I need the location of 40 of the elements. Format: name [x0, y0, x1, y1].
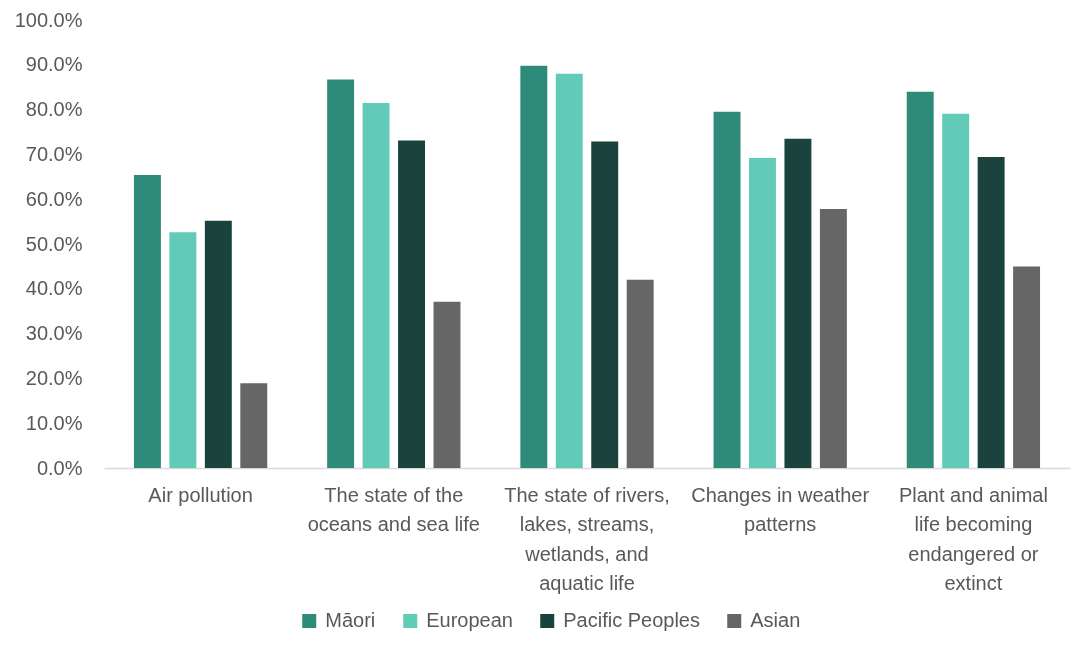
- y-tick-label: 30.0%: [25, 322, 83, 345]
- bar: [327, 79, 355, 468]
- bar: [942, 113, 970, 468]
- bar: [784, 138, 812, 468]
- y-tick-label: 80.0%: [25, 98, 83, 121]
- x-tick-label: The state of rivers, lakes, streams, wetlands, and aquatic life: [504, 483, 670, 594]
- bar: [398, 140, 425, 468]
- bar: [1013, 266, 1041, 468]
- bar: [626, 279, 654, 468]
- bar: [240, 383, 268, 468]
- x-tick-label: The state of the oceans and sea life: [307, 483, 480, 535]
- bar: [555, 73, 583, 468]
- bar: [169, 232, 197, 468]
- y-tick-label: 10.0%: [25, 411, 83, 434]
- bar: [520, 65, 548, 468]
- legend-label: Pacific Peoples: [563, 609, 700, 631]
- bar: [713, 111, 741, 468]
- y-tick-label: 50.0%: [25, 232, 83, 255]
- bar: [591, 141, 619, 468]
- legend-label: European: [426, 609, 513, 631]
- bar: [819, 209, 847, 468]
- y-tick-label: 60.0%: [25, 187, 83, 210]
- y-tick-label: 20.0%: [25, 366, 83, 389]
- y-tick-label: 40.0%: [25, 277, 83, 300]
- y-tick-label: 70.0%: [25, 142, 83, 165]
- y-tick-label: 100.0%: [14, 8, 83, 31]
- y-tick-label: 90.0%: [25, 53, 83, 76]
- x-tick-label: Changes in weather patterns: [691, 483, 870, 535]
- bar: [749, 157, 776, 468]
- legend-label: Māori: [325, 609, 376, 631]
- x-tick-label: Plant and animal life becoming endangered or extinct: [898, 483, 1048, 594]
- x-tick-label: Air pollution: [148, 483, 253, 506]
- y-tick-label: 0.0%: [36, 456, 83, 479]
- bar: [906, 91, 934, 468]
- bar: [204, 220, 232, 468]
- bar: [362, 102, 390, 468]
- bar: [133, 175, 161, 468]
- legend-label: Asian: [750, 609, 801, 631]
- bar: [977, 157, 1005, 468]
- bar: [433, 301, 461, 468]
